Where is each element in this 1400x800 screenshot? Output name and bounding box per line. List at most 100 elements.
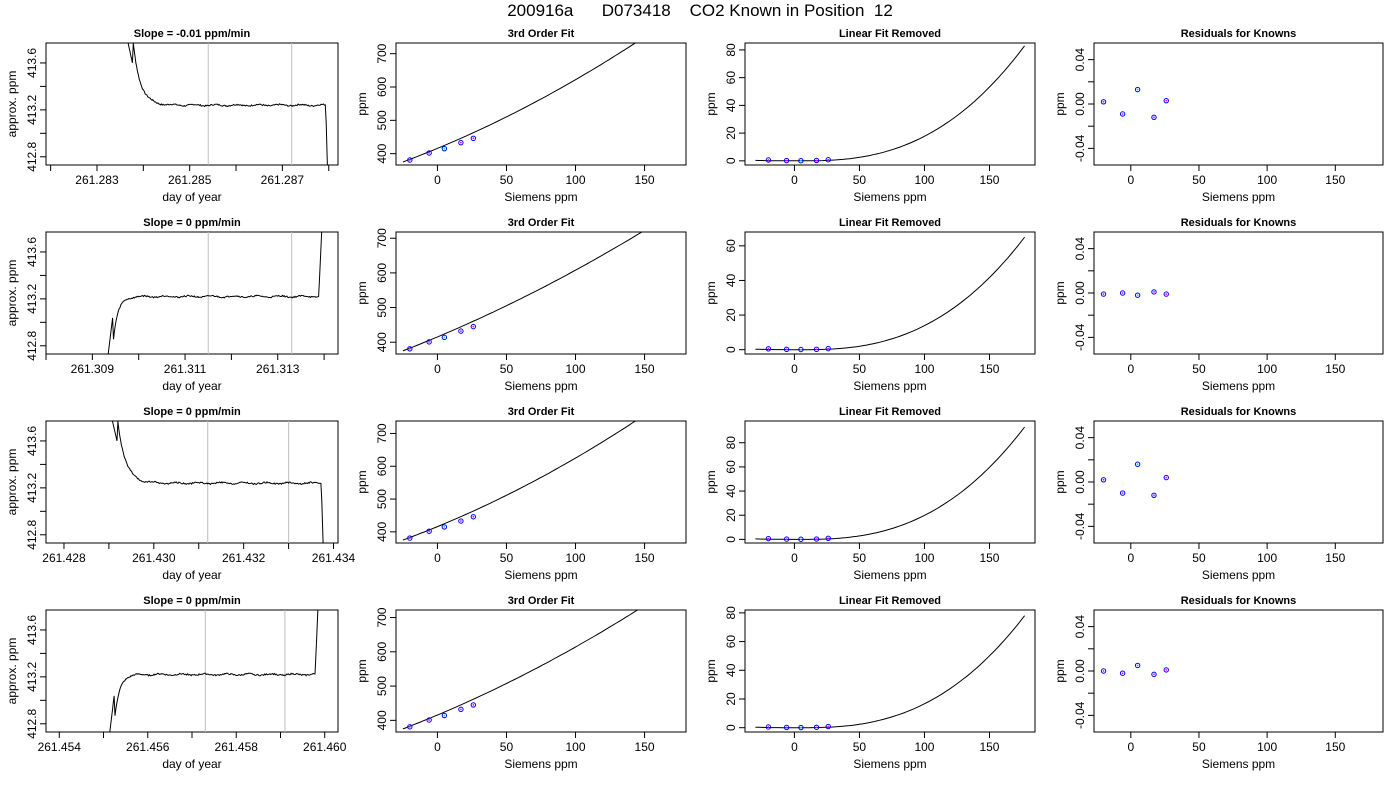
plot-frame	[744, 231, 1036, 355]
y-tick-label: 413.6	[25, 237, 39, 267]
known-point-center	[460, 141, 462, 144]
fit-curve	[402, 421, 637, 541]
x-tick-label: 50	[1192, 740, 1206, 754]
y-tick-label: 20	[724, 508, 738, 522]
known-point	[1100, 291, 1107, 297]
y-tick-label: 40	[724, 98, 738, 112]
panel-title: Residuals for Knowns	[1181, 406, 1297, 418]
known-point-center	[460, 708, 462, 711]
y-tick-label: 400	[375, 522, 389, 542]
known-point-center	[1121, 292, 1124, 294]
known-point-center	[1153, 116, 1155, 119]
known-point	[458, 518, 464, 524]
y-tick-label: 20	[724, 126, 738, 140]
known-point-center	[1153, 673, 1155, 676]
plot-area	[1100, 289, 1169, 298]
y-tick-label: 0.00	[1073, 92, 1087, 116]
y-tick-label: 0	[724, 724, 738, 731]
x-tick-label: 100	[566, 362, 586, 376]
known-point-center	[408, 159, 411, 161]
panel-r3-c1: Slope = 0 ppm/min 261.428 261.430 261.432 26…	[5, 406, 356, 582]
x-tick-label: 150	[635, 740, 655, 754]
known-point	[798, 158, 804, 164]
y-tick-label: -0.04	[1073, 134, 1087, 162]
plot-frame	[395, 42, 687, 166]
known-point	[765, 724, 772, 730]
x-axis-label: Siemens ppm	[853, 757, 926, 771]
y-tick-label: 600	[375, 77, 389, 97]
x-tick-label: 261.283	[75, 173, 119, 187]
x-tick-label: 0	[791, 362, 798, 376]
y-tick-label: 60	[724, 239, 738, 253]
known-point	[825, 723, 831, 730]
known-point-center	[1136, 463, 1139, 466]
fit-curve	[402, 610, 639, 730]
known-point	[1100, 668, 1107, 674]
known-point-center	[800, 538, 802, 541]
plot-area	[109, 610, 319, 732]
panel-r3-c4: Residuals for Knowns 0 50 100 150 -0.04 0.00 0.…	[1053, 406, 1384, 582]
y-tick-label: 500	[375, 676, 389, 696]
plot-area	[755, 615, 1025, 731]
plot-frame	[45, 420, 339, 544]
y-tick-label: 412.8	[25, 708, 39, 738]
y-tick-label: 500	[375, 110, 389, 130]
panel-r2-c1: Slope = 0 ppm/min 261.309 261.311 261.313 41…	[5, 217, 339, 393]
y-tick-label: 0.04	[1073, 426, 1087, 450]
x-axis-label: day of year	[162, 379, 221, 393]
known-point-center	[408, 347, 411, 350]
plot-area	[107, 232, 323, 354]
known-point	[407, 724, 413, 730]
known-point	[458, 139, 464, 146]
x-tick-label: 50	[853, 173, 867, 187]
y-tick-label: 0.04	[1073, 48, 1087, 72]
y-axis-label: ppm	[1053, 281, 1067, 304]
x-tick-label: 150	[979, 740, 999, 754]
plot-frame	[744, 420, 1036, 544]
y-axis-label: approx. ppm	[5, 638, 19, 705]
x-tick-label: 150	[635, 173, 655, 187]
known-point-center	[785, 348, 788, 351]
known-point-center	[1165, 476, 1168, 479]
known-point	[1100, 477, 1107, 483]
x-tick-label: 100	[1257, 362, 1277, 376]
x-tick-label: 0	[791, 740, 798, 754]
known-point	[825, 535, 831, 541]
known-point	[407, 535, 413, 541]
known-point-center	[1165, 668, 1168, 671]
known-point	[765, 535, 772, 542]
x-axis-label: Siemens ppm	[1202, 757, 1275, 771]
y-tick-label: 700	[375, 607, 389, 627]
known-point	[1151, 289, 1157, 295]
fit-curve	[755, 615, 1025, 729]
known-point	[441, 334, 448, 341]
known-point	[1151, 671, 1157, 678]
known-point	[1119, 670, 1126, 676]
panel-title: Residuals for Knowns	[1181, 28, 1297, 40]
x-tick-label: 0	[1127, 551, 1134, 565]
known-point	[1134, 292, 1141, 298]
x-axis-label: Siemens ppm	[853, 379, 926, 393]
y-tick-label: 0.04	[1073, 615, 1087, 639]
y-tick-label: 600	[375, 263, 389, 283]
fit-curve	[755, 45, 1025, 162]
known-point-center	[428, 719, 431, 721]
x-tick-label: 0	[791, 173, 798, 187]
x-axis-label: Siemens ppm	[504, 757, 577, 771]
known-point-center	[460, 330, 462, 333]
x-tick-label: 0	[1127, 173, 1134, 187]
plot-frame	[45, 609, 339, 733]
known-point	[783, 346, 790, 353]
x-tick-label: 100	[566, 173, 586, 187]
x-tick-label: 261.432	[222, 551, 266, 565]
known-point	[470, 514, 477, 520]
y-tick-label: 413.6	[25, 615, 39, 645]
x-tick-label: 261.434	[312, 551, 356, 565]
known-point-center	[767, 537, 770, 540]
x-tick-label: 150	[1325, 740, 1345, 754]
y-tick-label: 0.00	[1073, 281, 1087, 305]
known-point	[798, 536, 804, 542]
x-axis-label: Siemens ppm	[504, 190, 577, 204]
plot-frame	[45, 42, 339, 166]
panel-title: Slope = -0.01 ppm/min	[134, 28, 251, 40]
